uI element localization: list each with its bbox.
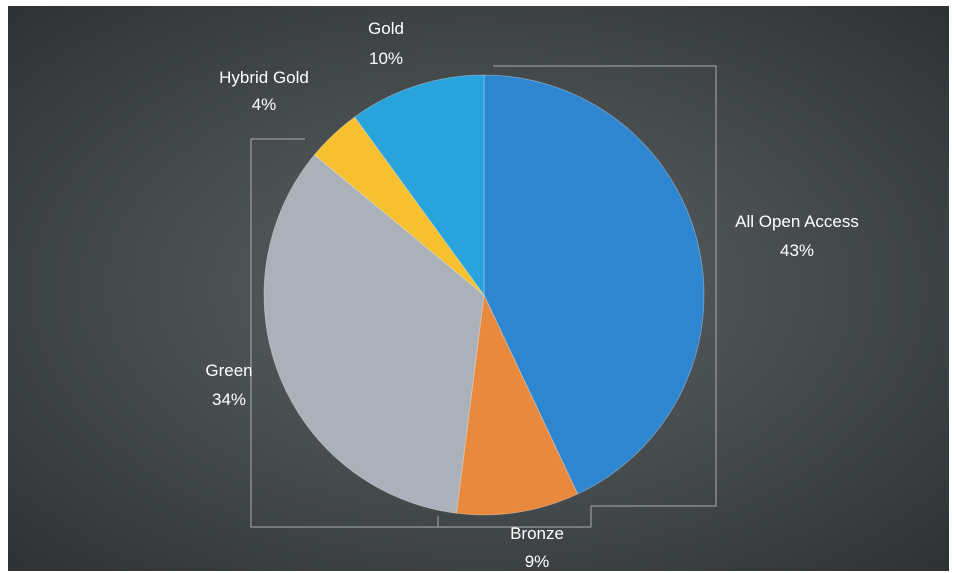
data-label-bronze-percent: 9%: [525, 552, 550, 571]
pie-slice-bronze: [455, 293, 579, 516]
data-label-gold: Gold: [368, 19, 404, 38]
data-label-bronze: Bronze: [510, 524, 564, 543]
pie-slice-all-open-access: [483, 74, 705, 495]
data-label-hybrid-gold-percent: 4%: [252, 95, 277, 114]
pie-slices: [263, 74, 705, 516]
pie-slice-gold: [354, 74, 485, 297]
data-label-green-percent: 34%: [212, 390, 246, 409]
pie-slice-green: [263, 154, 485, 514]
pie-chart: Gold 10% Hybrid Gold 4% All Open Access …: [8, 6, 949, 571]
chart-area: Gold 10% Hybrid Gold 4% All Open Access …: [8, 6, 949, 571]
leader-line-all-open-access: [493, 65, 717, 507]
leader-line-bronze: [437, 506, 592, 528]
leader-line-green: [250, 138, 438, 528]
data-label-hybrid-gold: Hybrid Gold: [219, 68, 309, 87]
data-labels: Gold 10% Hybrid Gold 4% All Open Access …: [205, 19, 859, 571]
data-label-all-open-access-percent: 43%: [780, 241, 814, 260]
pie-slice-hybrid-gold: [313, 116, 485, 296]
data-label-gold-percent: 10%: [369, 49, 403, 68]
data-label-all-open-access: All Open Access: [735, 212, 859, 231]
data-label-green: Green: [205, 361, 252, 380]
leader-lines: [250, 65, 717, 528]
